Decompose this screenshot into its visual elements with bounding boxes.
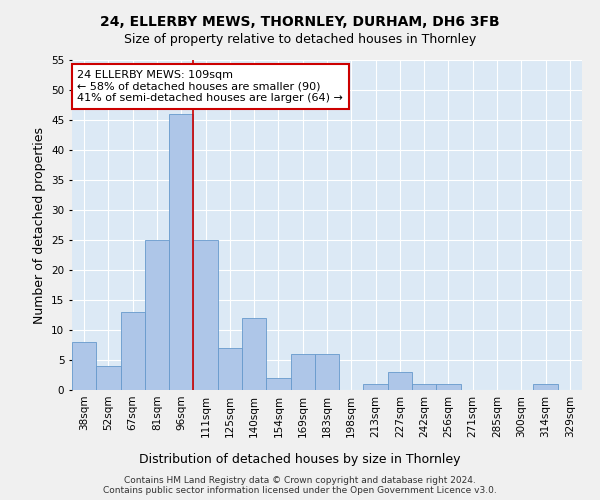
- Text: 24 ELLERBY MEWS: 109sqm
← 58% of detached houses are smaller (90)
41% of semi-de: 24 ELLERBY MEWS: 109sqm ← 58% of detache…: [77, 70, 343, 103]
- Text: Size of property relative to detached houses in Thornley: Size of property relative to detached ho…: [124, 32, 476, 46]
- Bar: [193, 240, 218, 390]
- Bar: [145, 240, 169, 390]
- Bar: [436, 384, 461, 390]
- Bar: [218, 348, 242, 390]
- Bar: [533, 384, 558, 390]
- Text: 24, ELLERBY MEWS, THORNLEY, DURHAM, DH6 3FB: 24, ELLERBY MEWS, THORNLEY, DURHAM, DH6 …: [100, 15, 500, 29]
- Bar: [96, 366, 121, 390]
- Bar: [266, 378, 290, 390]
- Bar: [364, 384, 388, 390]
- Text: Distribution of detached houses by size in Thornley: Distribution of detached houses by size …: [139, 452, 461, 466]
- Bar: [290, 354, 315, 390]
- Bar: [169, 114, 193, 390]
- Text: Contains HM Land Registry data © Crown copyright and database right 2024.
Contai: Contains HM Land Registry data © Crown c…: [103, 476, 497, 495]
- Bar: [388, 372, 412, 390]
- Bar: [242, 318, 266, 390]
- Bar: [412, 384, 436, 390]
- Bar: [121, 312, 145, 390]
- Bar: [72, 342, 96, 390]
- Bar: [315, 354, 339, 390]
- Y-axis label: Number of detached properties: Number of detached properties: [32, 126, 46, 324]
